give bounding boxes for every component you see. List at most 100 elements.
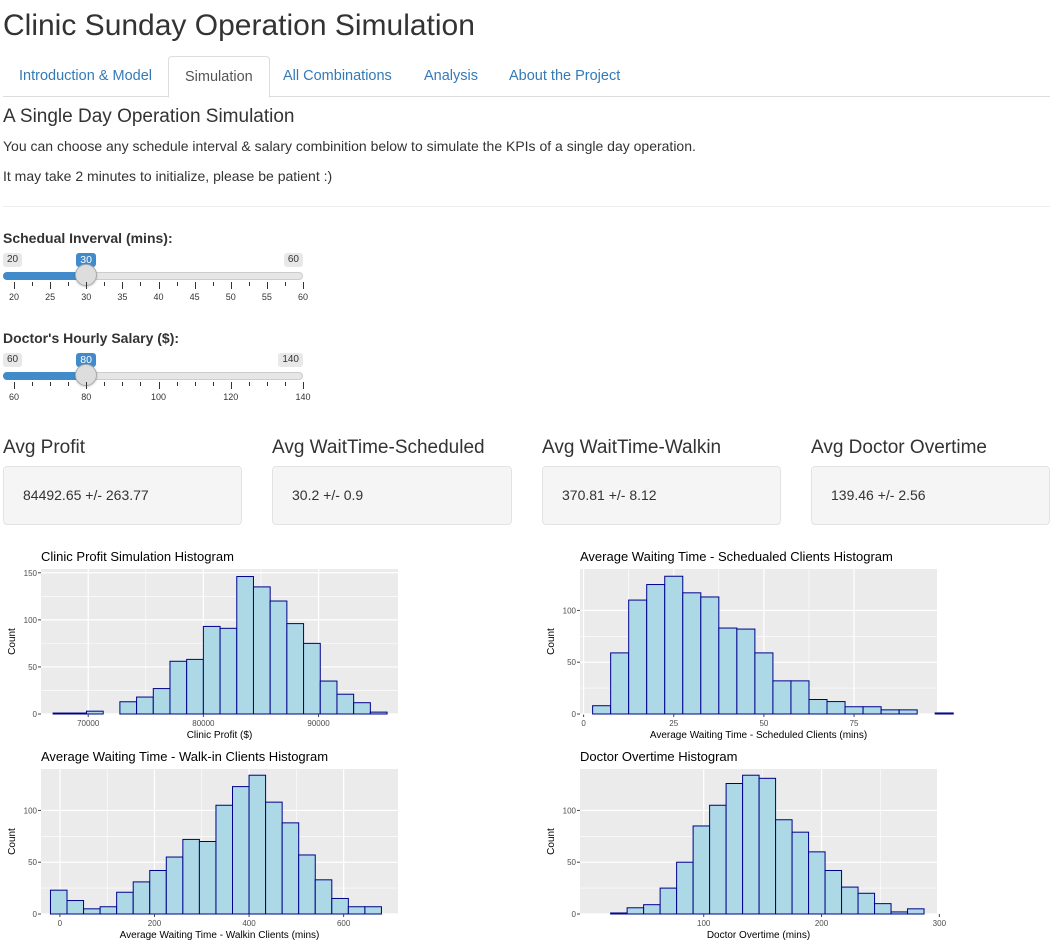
slider-tick xyxy=(14,382,15,389)
slider-tick xyxy=(230,282,232,289)
slider-max-label: 60 xyxy=(283,253,303,267)
interval-slider-label: Schedual Inverval (mins): xyxy=(3,230,173,246)
histogram-bar xyxy=(319,680,338,715)
slider-tick xyxy=(194,382,196,386)
histogram-bar xyxy=(236,576,254,715)
histogram-bar xyxy=(215,804,234,915)
histogram-bar xyxy=(857,892,876,915)
histogram-bar xyxy=(119,701,138,715)
y-tick-label: 100 xyxy=(563,806,577,815)
histogram-bar xyxy=(898,709,918,715)
slider-tick xyxy=(158,382,160,389)
histogram-bar xyxy=(186,658,204,715)
y-tick-label: 50 xyxy=(28,858,37,867)
slider-tick xyxy=(140,282,142,286)
histogram-bar xyxy=(659,887,678,915)
section-title: A Single Day Operation Simulation xyxy=(3,106,295,127)
slider-tick xyxy=(86,382,88,389)
slider-tick xyxy=(266,382,268,386)
slider-tick xyxy=(32,382,34,386)
kpi-title-overtime: Avg Doctor Overtime xyxy=(811,437,987,458)
histogram-bar xyxy=(232,786,250,915)
x-tick-label: 90000 xyxy=(307,719,330,728)
y-tick-label: 50 xyxy=(28,663,37,672)
tab-simulation[interactable]: Simulation xyxy=(168,56,270,98)
histogram-bar xyxy=(718,627,738,715)
slider-tick-label: 60 xyxy=(297,292,309,302)
histogram-bar xyxy=(682,592,702,715)
slider-tick-label: 50 xyxy=(225,292,236,302)
tab-bar: Introduction & Model Simulation All Comb… xyxy=(3,56,1050,98)
histogram-bar xyxy=(85,710,104,715)
x-tick-label: 80000 xyxy=(192,719,215,728)
histogram-bar xyxy=(152,688,171,715)
histogram-bar xyxy=(252,586,271,715)
slider-tick-label: 20 xyxy=(8,292,20,302)
kpi-box-profit: 84492.65 +/- 263.77 xyxy=(3,466,242,525)
histogram-bar xyxy=(736,628,756,715)
slider-tick xyxy=(50,382,52,386)
slider-fill xyxy=(3,272,87,280)
y-tick-label: 0 xyxy=(572,710,577,719)
histogram-bar xyxy=(826,701,846,715)
slider-tick xyxy=(32,282,34,286)
slider-tick xyxy=(14,282,15,289)
slider-tick xyxy=(248,282,250,286)
histogram-bar xyxy=(353,702,371,715)
x-tick-label: 400 xyxy=(242,919,256,928)
initialize-note: It may take 2 minutes to initialize, ple… xyxy=(3,168,333,184)
x-axis-label: Doctor Overtime (mins) xyxy=(707,930,810,941)
tab-introduction-model[interactable]: Introduction & Model xyxy=(19,68,152,84)
histogram-bar xyxy=(664,575,684,715)
histogram-bar xyxy=(890,911,909,915)
salary-slider[interactable]: 60 140 80 60 80 100 120 140 xyxy=(3,353,311,413)
histogram-bar xyxy=(219,627,238,715)
histogram-bar xyxy=(643,904,661,915)
histogram-bar xyxy=(286,623,305,715)
slider-tick xyxy=(68,282,70,286)
tab-all-combinations[interactable]: All Combinations xyxy=(283,68,392,84)
kpi-box-wait-walkin: 370.81 +/- 8.12 xyxy=(542,466,781,525)
kpi-box-overtime: 139.46 +/- 2.56 xyxy=(811,466,1050,525)
histogram-bar xyxy=(182,838,200,915)
slider-tick xyxy=(230,382,232,389)
tab-about-the-project[interactable]: About the Project xyxy=(509,68,621,84)
histogram-bar xyxy=(99,906,118,915)
y-tick-label: 0 xyxy=(33,910,38,919)
tab-analysis[interactable]: Analysis xyxy=(424,68,478,84)
histogram-bar xyxy=(791,831,810,915)
wait-scheduled-histogram: Average Waiting Time - Schedualed Client… xyxy=(542,544,954,744)
histogram-bar xyxy=(628,599,648,715)
interval-slider[interactable]: 20 60 30 20 25 30 35 40 45 50 55 60 xyxy=(3,253,308,313)
histogram-bar xyxy=(248,774,267,915)
histogram-bar xyxy=(772,680,792,715)
histogram-bar xyxy=(874,903,892,915)
y-axis-label: Count xyxy=(546,628,557,655)
profit-histogram: Clinic Profit Simulation Histogram 70000 8… xyxy=(3,544,413,744)
kpi-box-wait-scheduled: 30.2 +/- 0.9 xyxy=(272,466,512,525)
histogram-bar xyxy=(610,912,628,915)
y-tick-label: 100 xyxy=(563,606,577,615)
histogram-bar xyxy=(676,861,694,915)
histogram-bar xyxy=(265,801,283,915)
histogram-bar xyxy=(132,881,151,915)
x-axis-label: Clinic Profit ($) xyxy=(187,730,253,741)
histogram-bar xyxy=(592,705,612,715)
x-tick-label: 70000 xyxy=(77,719,100,728)
histogram-bar xyxy=(369,711,388,715)
slider-tick xyxy=(158,282,160,289)
slider-tick-label: 80 xyxy=(81,392,92,402)
slider-tick xyxy=(266,282,268,289)
chart-title: Clinic Profit Simulation Histogram xyxy=(41,549,234,564)
histogram-bar xyxy=(165,856,184,915)
histogram-bar xyxy=(725,783,744,915)
kpi-title-wait-walkin: Avg WaitTime-Walkin xyxy=(542,437,722,458)
histogram-bar xyxy=(844,706,864,715)
histogram-bar xyxy=(841,886,859,915)
histogram-bar xyxy=(692,825,711,915)
histogram-bar xyxy=(742,774,760,915)
slider-tick xyxy=(303,382,304,389)
slider-tick-label: 60 xyxy=(8,392,20,402)
slider-current-value: 80 xyxy=(76,353,96,367)
slider-tick-label: 30 xyxy=(81,292,92,302)
